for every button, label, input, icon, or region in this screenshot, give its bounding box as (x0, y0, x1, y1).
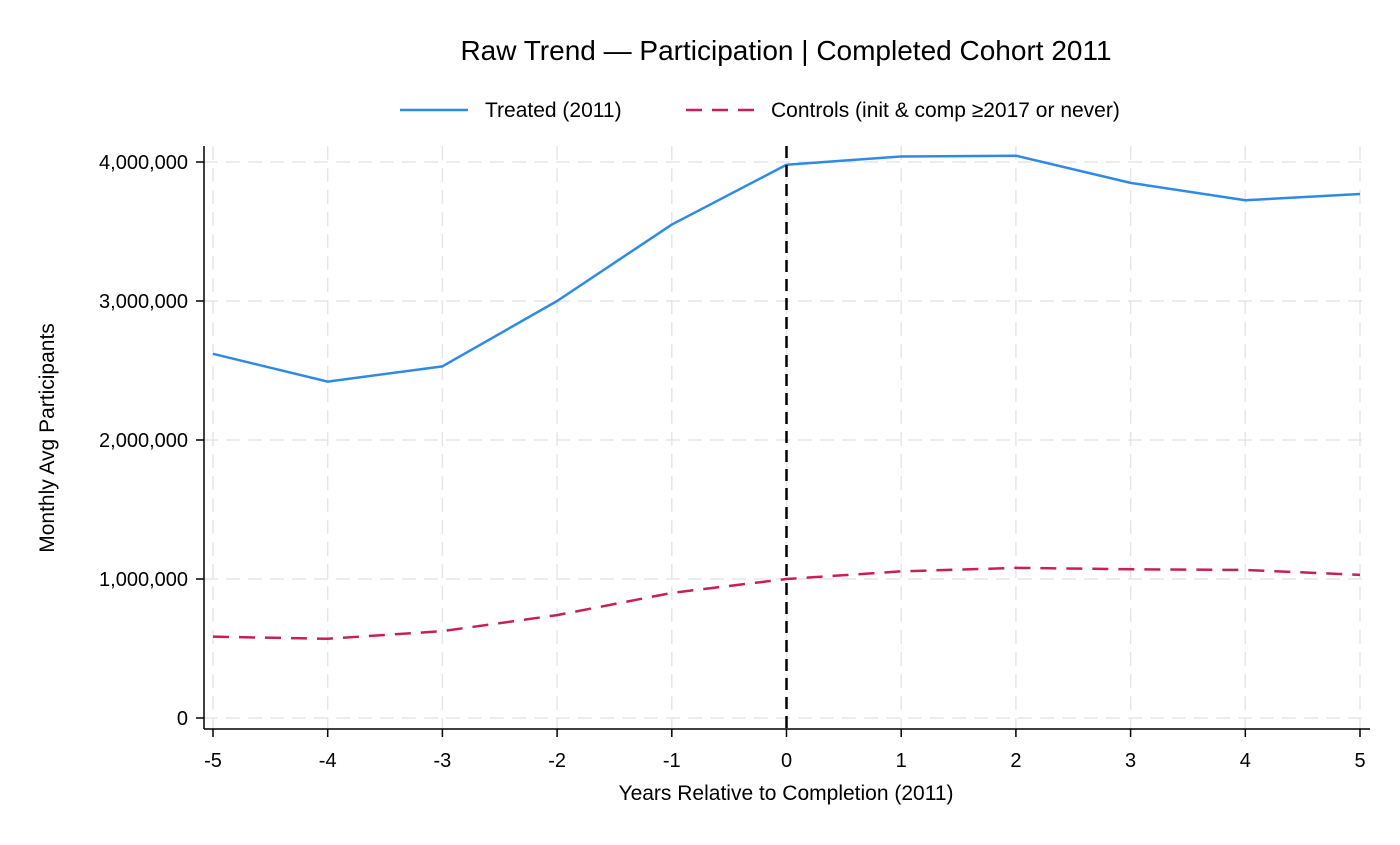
y-tick-label: 2,000,000 (99, 430, 188, 452)
x-tick-label: 2 (1010, 750, 1021, 772)
x-tick-label: -5 (204, 750, 222, 772)
y-axis-label: Monthly Avg Participants (36, 323, 59, 553)
series-layer (212, 146, 1361, 729)
x-tick-label: -2 (548, 750, 566, 772)
x-tick-label: 3 (1125, 750, 1136, 772)
y-tick-label: 0 (177, 708, 188, 730)
legend-label-treated: Treated (2011) (485, 99, 622, 122)
y-tick-label: 1,000,000 (99, 569, 188, 591)
x-tick-label: -1 (663, 750, 681, 772)
x-tick-label: 1 (896, 750, 907, 772)
legend: Treated (2011) Controls (init & comp ≥20… (400, 99, 1120, 122)
y-tick-label: 4,000,000 (99, 152, 188, 174)
x-tick-label: -4 (319, 750, 337, 772)
y-ticks: 0 1,000,000 2,000,000 3,000,000 4,000,000 (99, 152, 204, 730)
x-axis-label: Years Relative to Completion (2011) (618, 782, 953, 805)
x-tick-label: 5 (1354, 750, 1365, 772)
legend-label-controls: Controls (init & comp ≥2017 or never) (771, 99, 1120, 122)
series-line-controls (212, 566, 1361, 641)
y-tick-label: 3,000,000 (99, 291, 188, 313)
x-tick-label: 4 (1240, 750, 1251, 772)
x-ticks: -5 -4 -3 -2 -1 0 1 2 3 4 5 (204, 729, 1366, 772)
x-tick-label: 0 (781, 750, 792, 772)
chart-title: Raw Trend — Participation | Completed Co… (460, 35, 1111, 66)
x-tick-label: -3 (434, 750, 452, 772)
series-line-treated (212, 154, 1361, 383)
